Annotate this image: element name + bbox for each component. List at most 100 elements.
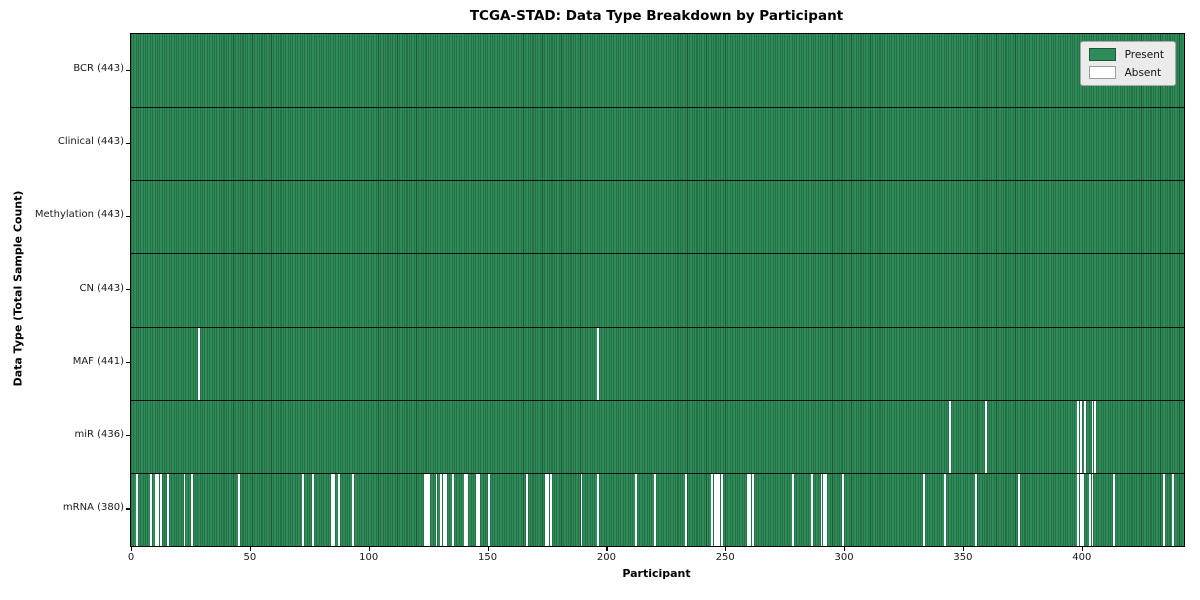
absent-cell (311, 473, 314, 546)
x-tick-label: 100 (359, 552, 379, 563)
absent-cell (475, 473, 478, 546)
x-tick-label: 400 (1072, 552, 1092, 563)
absent-cell (183, 473, 186, 546)
absent-cell (718, 473, 721, 546)
y-tick-mark (126, 69, 130, 71)
absent-cell (842, 473, 844, 546)
y-tick-mark (126, 289, 130, 291)
absent-cell (635, 473, 638, 546)
absent-cell (751, 473, 754, 546)
absent-cell (442, 473, 445, 546)
absent-cell (547, 473, 550, 546)
y-tick-label: MAF (441) (72, 355, 124, 367)
absent-cell (1091, 400, 1094, 473)
x-axis-label: Participant (622, 567, 691, 580)
absent-cell (1172, 473, 1175, 546)
absent-cell (440, 473, 443, 546)
absent-cell (487, 473, 490, 546)
absent-cell (1079, 400, 1082, 473)
absent-cell (1077, 473, 1080, 546)
y-tick-label: mRNA (380) (62, 501, 124, 513)
y-tick-label: Methylation (443) (34, 209, 124, 221)
absent-cell (338, 473, 340, 546)
absent-cell (423, 473, 426, 546)
absent-cell (1093, 400, 1096, 473)
absent-cell (1017, 473, 1020, 546)
absent-cell (544, 473, 547, 546)
absent-cell (166, 473, 169, 546)
absent-cell (713, 473, 716, 546)
absent-cell (525, 473, 528, 546)
legend-item-absent: Absent (1088, 66, 1164, 79)
x-tick-mark (1081, 547, 1083, 551)
absent-cell (1079, 473, 1082, 546)
absent-cell (749, 473, 752, 546)
x-tick-mark (606, 547, 608, 551)
absent-cell (352, 473, 355, 546)
row-maf (131, 326, 1184, 400)
absent-cell (464, 473, 466, 546)
y-tick-mark (126, 142, 130, 144)
absent-cell (685, 473, 687, 546)
absent-cell (792, 473, 794, 546)
chart-title: TCGA-STAD: Data Type Breakdown by Partic… (469, 8, 844, 24)
absent-cell (333, 473, 336, 546)
y-tick-label: Clinical (443) (57, 136, 124, 148)
absent-cell (428, 473, 431, 546)
x-tick-mark (249, 547, 252, 551)
absent-cell (948, 400, 951, 473)
absent-cell (426, 473, 428, 546)
absent-cell (746, 473, 749, 546)
absent-cell (238, 473, 241, 546)
y-tick-mark (126, 215, 130, 218)
absent-cell (1084, 400, 1087, 473)
absent-cell (1082, 473, 1084, 546)
row-clinical (131, 107, 1184, 180)
y-tick-mark (126, 508, 130, 510)
absent-cell (549, 473, 552, 546)
y-tick-label: BCR (443) (73, 63, 124, 75)
absent-cell (302, 473, 305, 546)
row-cn (131, 253, 1184, 326)
y-tick-label: miR (436) (74, 428, 124, 440)
absent-cell (825, 473, 828, 546)
y-tick-mark (126, 435, 130, 437)
absent-cell (811, 473, 813, 546)
x-tick-mark (962, 547, 965, 551)
absent-cell (975, 473, 977, 546)
x-tick-mark (725, 547, 727, 551)
absent-cell (197, 327, 200, 400)
absent-cell (190, 473, 193, 546)
absent-cell (822, 473, 825, 546)
absent-cell (330, 473, 333, 546)
legend-item-present: Present (1088, 48, 1164, 61)
x-tick-mark (487, 547, 489, 551)
row-methylation (131, 180, 1184, 253)
absent-cell (445, 473, 447, 546)
absent-cell (150, 473, 153, 546)
row-bcr (131, 34, 1184, 107)
legend: Present Absent (1079, 41, 1176, 86)
x-tick-label: 250 (715, 552, 735, 563)
row-mir (131, 399, 1184, 473)
x-tick-mark (844, 547, 846, 551)
absent-cell (478, 473, 481, 546)
absent-cell (580, 473, 583, 546)
x-tick-label: 50 (243, 552, 257, 563)
absent-cell (435, 473, 438, 546)
legend-swatch-absent-icon (1088, 66, 1116, 79)
legend-label-present: Present (1124, 48, 1164, 61)
absent-cell (157, 473, 160, 546)
absent-cell (1091, 473, 1094, 546)
y-tick-label: CN (443) (79, 282, 124, 294)
absent-cell (136, 473, 138, 546)
absent-cell (1112, 473, 1115, 546)
legend-swatch-present-icon (1088, 48, 1116, 61)
absent-cell (597, 473, 600, 546)
absent-cell (984, 400, 987, 473)
x-tick-label: 200 (596, 552, 616, 563)
absent-cell (466, 473, 469, 546)
absent-cell (597, 327, 600, 400)
y-tick-mark (126, 362, 130, 364)
